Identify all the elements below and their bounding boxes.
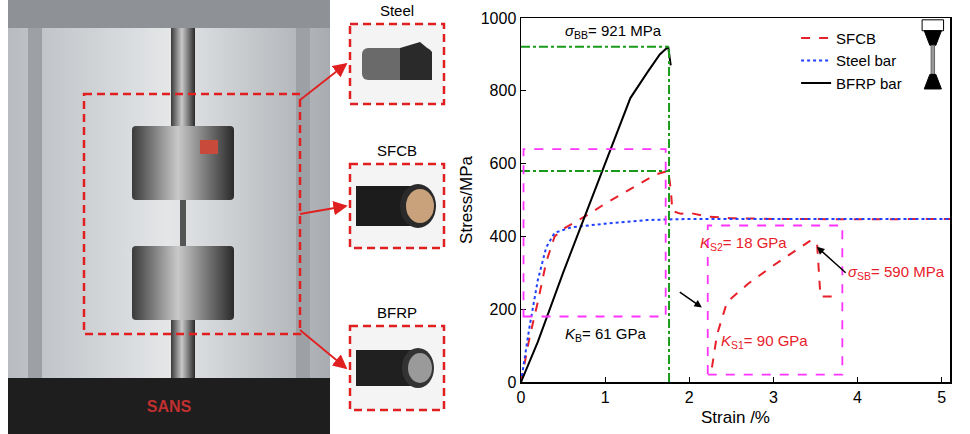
svg-text:Steel bar: Steel bar [836, 52, 896, 69]
svg-text:2: 2 [685, 389, 694, 406]
svg-text:K​S2​= 18 GPa: K​S2​= 18 GPa [700, 234, 787, 253]
svg-text:5: 5 [937, 389, 946, 406]
svg-text:SFCB: SFCB [377, 142, 417, 159]
svg-text:SANS: SANS [147, 398, 192, 415]
svg-text:400: 400 [490, 228, 517, 245]
svg-text:1000: 1000 [481, 10, 517, 27]
svg-text:800: 800 [490, 82, 517, 99]
svg-text:σ​SB​= 590 MPa: σ​SB​= 590 MPa [848, 263, 945, 282]
svg-text:Steel: Steel [380, 2, 414, 19]
svg-text:BFRP: BFRP [377, 304, 417, 321]
svg-text:200: 200 [490, 301, 517, 318]
svg-text:σ​BB​= 921 MPa: σ​BB​= 921 MPa [565, 22, 662, 41]
svg-text:K​S1​= 90 GPa: K​S1​= 90 GPa [721, 332, 808, 351]
svg-text:600: 600 [490, 155, 517, 172]
svg-text:1: 1 [601, 389, 610, 406]
svg-text:Stress/MPa: Stress/MPa [457, 156, 476, 244]
svg-text:4: 4 [853, 389, 862, 406]
svg-text:0: 0 [517, 389, 526, 406]
svg-text:BFRP bar: BFRP bar [836, 75, 902, 92]
svg-text:K​B​= 61 GPa: K​B​= 61 GPa [565, 325, 646, 344]
svg-text:0: 0 [507, 374, 516, 391]
svg-text:Strain /%: Strain /% [701, 408, 770, 427]
svg-text:3: 3 [769, 389, 778, 406]
svg-text:SFCB: SFCB [836, 30, 876, 47]
